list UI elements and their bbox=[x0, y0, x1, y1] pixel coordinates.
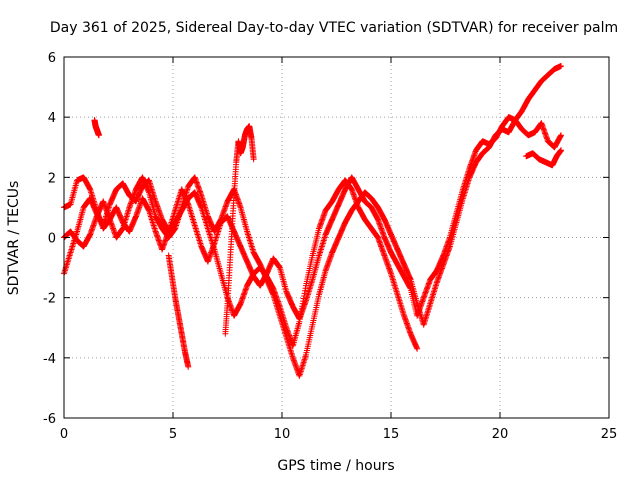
data-point bbox=[414, 345, 421, 352]
x-tick-label: 5 bbox=[169, 427, 177, 442]
series-4 bbox=[165, 252, 192, 370]
series-6 bbox=[523, 147, 565, 169]
y-axis-title: SDTVAR / TECUs bbox=[6, 181, 22, 296]
chart-title: Day 361 of 2025, Sidereal Day-to-day VTE… bbox=[50, 20, 618, 36]
axis-ticks: 0 5 10 15 20 25 -6 -4 -2 0 2 4 6 bbox=[43, 51, 617, 442]
y-tick-label: 4 bbox=[48, 111, 56, 126]
y-tick-label: 6 bbox=[48, 51, 56, 66]
x-tick-label: 15 bbox=[383, 427, 400, 442]
x-axis-title: GPS time / hours bbox=[277, 458, 394, 474]
data-points bbox=[61, 63, 565, 379]
y-tick-label: -4 bbox=[43, 352, 56, 367]
series-3 bbox=[91, 117, 102, 139]
y-tick-label: -2 bbox=[43, 292, 56, 307]
y-tick-label: -6 bbox=[43, 412, 56, 427]
data-point bbox=[250, 156, 257, 163]
x-tick-label: 10 bbox=[274, 427, 291, 442]
x-tick-label: 25 bbox=[601, 427, 618, 442]
y-tick-label: 0 bbox=[48, 232, 56, 247]
y-tick-label: 2 bbox=[48, 171, 56, 186]
x-tick-label: 20 bbox=[492, 427, 509, 442]
x-tick-label: 0 bbox=[60, 427, 68, 442]
